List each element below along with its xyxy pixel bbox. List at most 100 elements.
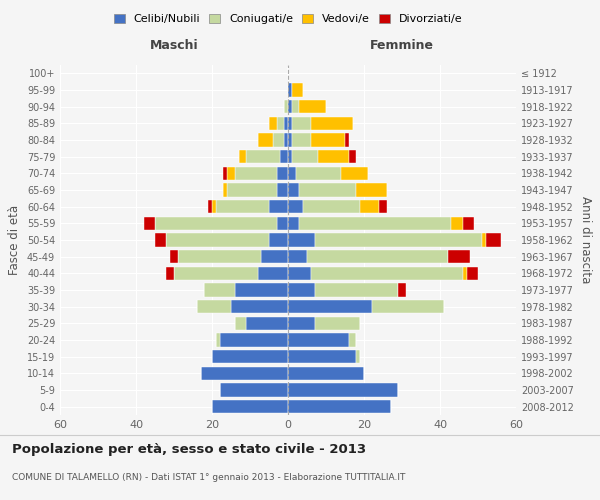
Bar (398, 284, 406, 296)
Bar (269, 116, 277, 130)
Bar (451, 216, 463, 230)
Bar (212, 200, 216, 213)
Bar (288, 334, 349, 346)
Bar (280, 150, 288, 164)
Bar (212, 350, 288, 364)
Y-axis label: Anni di nascita: Anni di nascita (579, 196, 592, 284)
Bar (220, 384, 288, 396)
Bar (288, 234, 314, 246)
Bar (223, 184, 227, 196)
Bar (292, 100, 299, 114)
Bar (277, 184, 288, 196)
Bar (379, 200, 387, 213)
Bar (288, 200, 303, 213)
Bar (288, 184, 299, 196)
Bar (311, 116, 353, 130)
Bar (262, 250, 288, 264)
Bar (296, 166, 341, 180)
Bar (212, 400, 288, 413)
Bar (463, 216, 474, 230)
Bar (277, 116, 284, 130)
Bar (288, 116, 292, 130)
Bar (356, 184, 387, 196)
Bar (200, 366, 288, 380)
Bar (360, 200, 379, 213)
Bar (341, 166, 368, 180)
Bar (284, 134, 288, 146)
Bar (311, 266, 463, 280)
Bar (349, 150, 356, 164)
Bar (485, 234, 501, 246)
Bar (314, 316, 360, 330)
Text: Popolazione per età, sesso e stato civile - 2013: Popolazione per età, sesso e stato civil… (12, 442, 366, 456)
Bar (345, 134, 349, 146)
Bar (155, 216, 277, 230)
Bar (319, 150, 349, 164)
Bar (235, 284, 288, 296)
Bar (288, 166, 296, 180)
Bar (205, 284, 235, 296)
Bar (288, 150, 292, 164)
Bar (356, 350, 360, 364)
Bar (299, 216, 451, 230)
Bar (349, 334, 356, 346)
Bar (197, 300, 231, 314)
Bar (288, 216, 299, 230)
Bar (277, 166, 288, 180)
Bar (371, 300, 444, 314)
Bar (288, 284, 314, 296)
Bar (227, 184, 277, 196)
Bar (220, 334, 288, 346)
Bar (269, 234, 288, 246)
Bar (277, 216, 288, 230)
Text: Femmine: Femmine (370, 38, 434, 52)
Text: Maschi: Maschi (149, 38, 199, 52)
Bar (463, 266, 467, 280)
Bar (284, 116, 288, 130)
Bar (288, 366, 364, 380)
Bar (314, 234, 482, 246)
Bar (299, 100, 326, 114)
Bar (288, 400, 391, 413)
Bar (208, 200, 212, 213)
Bar (246, 316, 288, 330)
Bar (288, 266, 311, 280)
Bar (166, 266, 174, 280)
Bar (299, 184, 356, 196)
Bar (314, 284, 398, 296)
Y-axis label: Fasce di età: Fasce di età (8, 205, 21, 275)
Bar (257, 134, 273, 146)
Bar (216, 334, 220, 346)
Bar (178, 250, 262, 264)
Bar (303, 200, 360, 213)
Bar (288, 100, 292, 114)
Bar (284, 100, 288, 114)
Bar (288, 384, 398, 396)
Text: COMUNE DI TALAMELLO (RN) - Dati ISTAT 1° gennaio 2013 - Elaborazione TUTTITALIA.: COMUNE DI TALAMELLO (RN) - Dati ISTAT 1°… (12, 472, 406, 482)
Bar (292, 84, 303, 96)
Bar (246, 150, 280, 164)
Bar (292, 134, 311, 146)
Bar (292, 150, 319, 164)
Bar (223, 166, 227, 180)
Bar (311, 134, 345, 146)
Bar (269, 200, 288, 213)
Bar (288, 300, 371, 314)
Bar (235, 316, 246, 330)
Bar (307, 250, 448, 264)
Legend: Celibi/Nubili, Coniugati/e, Vedovi/e, Divorziati/e: Celibi/Nubili, Coniugati/e, Vedovi/e, Di… (110, 10, 466, 28)
Bar (231, 300, 288, 314)
Bar (166, 234, 269, 246)
Bar (239, 150, 246, 164)
Bar (257, 266, 288, 280)
Bar (292, 116, 311, 130)
Bar (288, 316, 314, 330)
Bar (273, 134, 284, 146)
Bar (143, 216, 155, 230)
Bar (216, 200, 269, 213)
Bar (288, 350, 356, 364)
Bar (288, 250, 307, 264)
Bar (155, 234, 166, 246)
Bar (448, 250, 470, 264)
Bar (288, 84, 292, 96)
